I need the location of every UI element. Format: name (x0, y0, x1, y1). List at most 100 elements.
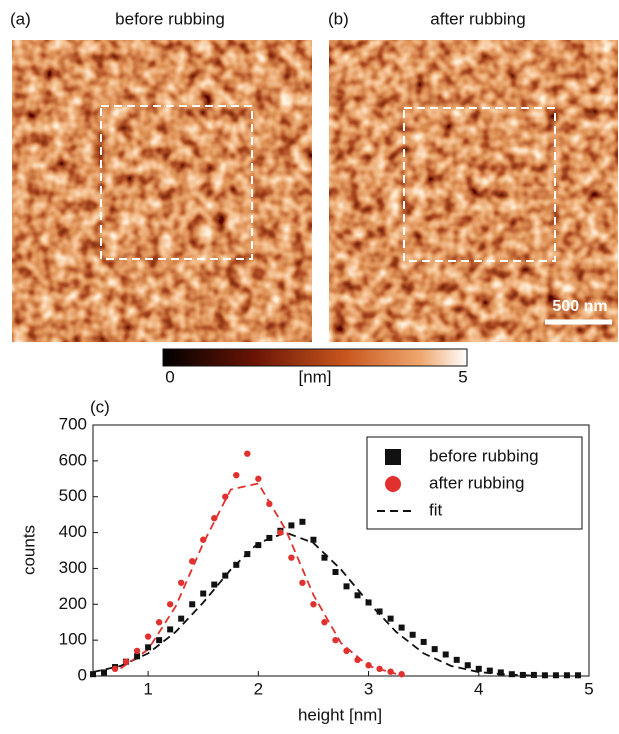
y-tick-label: 100 (59, 630, 87, 649)
legend-label: after rubbing (429, 473, 524, 492)
point (332, 636, 339, 644)
point (233, 561, 240, 568)
colorbar-label: [nm] (298, 367, 331, 386)
point (365, 599, 372, 606)
point (398, 671, 405, 678)
point (177, 579, 185, 586)
legend-box (366, 436, 583, 530)
x-tick-label: 5 (584, 679, 593, 698)
point (486, 667, 493, 674)
point (122, 658, 130, 665)
y-axis-label: counts (19, 525, 38, 575)
point (387, 615, 394, 622)
point (475, 665, 482, 672)
point (211, 581, 218, 588)
point (387, 668, 394, 675)
colorbar (162, 348, 468, 367)
point (255, 542, 262, 549)
y-tick-label: 700 (59, 414, 87, 433)
point (541, 672, 548, 679)
point (497, 669, 504, 676)
legend-label: before rubbing (429, 446, 539, 465)
point (321, 554, 328, 561)
y-tick-label: 200 (59, 594, 87, 613)
afm-image (12, 40, 312, 342)
point (310, 601, 317, 608)
legend-label: fit (429, 500, 443, 519)
point (244, 450, 251, 457)
scale-bar-label: 500 nm (552, 298, 607, 315)
point (90, 671, 96, 678)
point (233, 472, 240, 479)
plot: 1 2 3 4 5 0 100 200 300 400 500 600 700 before rubbin… (59, 414, 594, 698)
fit-line (92, 531, 534, 677)
point (332, 569, 339, 576)
point (574, 672, 581, 679)
point (376, 665, 383, 673)
point (255, 475, 262, 482)
point (376, 608, 383, 615)
point (134, 653, 141, 660)
point (530, 671, 537, 678)
point (365, 662, 372, 669)
point (453, 656, 460, 663)
x-tick-label: 1 (143, 679, 152, 698)
point (222, 493, 229, 500)
point (266, 534, 273, 541)
panel-label: (b) (328, 9, 349, 28)
y-tick-label: 300 (59, 558, 87, 577)
x-axis-label: height [nm] (298, 705, 382, 724)
panel-label: (a) (10, 9, 31, 28)
point (244, 551, 251, 558)
point (178, 615, 185, 622)
point (431, 646, 438, 653)
point (552, 672, 559, 679)
point (200, 590, 207, 597)
fit-line (120, 482, 397, 675)
point (189, 601, 196, 608)
y-tick-label: 400 (59, 522, 87, 541)
plot-frame (92, 424, 590, 677)
panel-title: after rubbing (430, 9, 525, 28)
point (133, 647, 141, 655)
afm-image (329, 40, 618, 342)
point (166, 601, 174, 608)
point (519, 671, 526, 678)
point (464, 662, 471, 669)
legend-marker (385, 476, 401, 492)
y-tick-label: 600 (59, 450, 87, 469)
point (189, 558, 196, 565)
point (144, 633, 152, 640)
point (211, 515, 218, 522)
point (354, 656, 361, 664)
point (310, 536, 317, 543)
point (354, 592, 361, 599)
point (409, 631, 416, 638)
region-box (100, 105, 253, 260)
x-tick-label: 4 (474, 679, 483, 698)
point (299, 518, 306, 525)
point (563, 672, 570, 679)
y-tick-label: 0 (78, 665, 87, 684)
point (343, 583, 350, 590)
point (111, 665, 119, 673)
point (266, 500, 273, 508)
point (442, 651, 449, 658)
point (420, 638, 427, 645)
point (156, 637, 163, 644)
point (222, 572, 229, 579)
point (508, 671, 515, 678)
point (145, 644, 152, 651)
point (398, 624, 405, 631)
colorbar-label: 0 (165, 367, 174, 386)
legend-marker (385, 449, 401, 465)
y-tick-label: 500 (59, 486, 87, 505)
x-tick-label: 2 (254, 679, 263, 698)
point (343, 647, 350, 655)
point (321, 619, 328, 626)
panel-title: before rubbing (115, 9, 225, 28)
panel-label: (c) (90, 397, 110, 416)
point (288, 554, 295, 561)
point (288, 522, 295, 529)
